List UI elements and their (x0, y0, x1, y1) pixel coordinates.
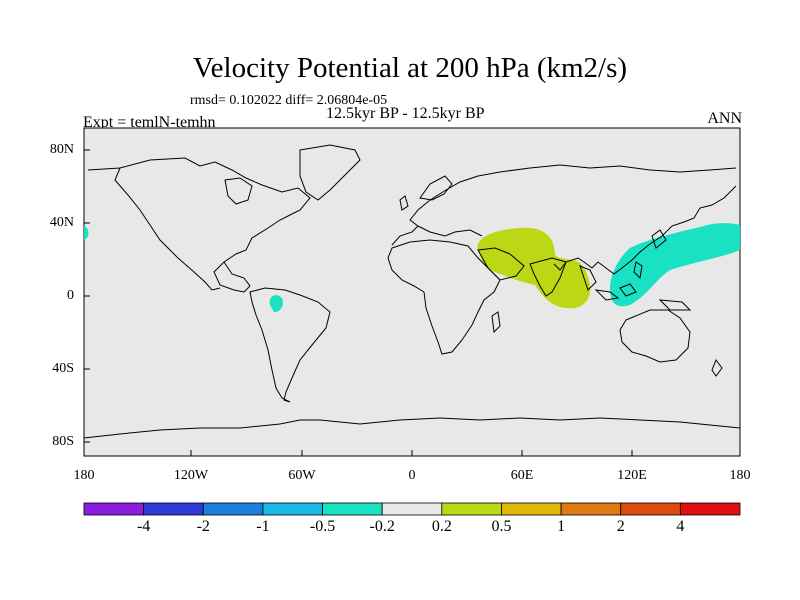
colorbar-swatch (202, 502, 264, 516)
experiment-label: Expt = temlN-temhn (83, 114, 216, 131)
colorbar-swatch (262, 502, 323, 516)
lat-label-40s: 40S (52, 361, 74, 376)
colorbar-label: 0.5 (491, 518, 512, 535)
colorbar (83, 502, 741, 516)
colorbar-label: -2 (196, 518, 210, 535)
lon-label-120w: 120W (173, 468, 209, 483)
colorbar-swatch (679, 502, 741, 516)
lon-label-60w: 60W (288, 468, 316, 483)
colorbar-swatch (560, 502, 622, 516)
colorbar-swatch (501, 502, 562, 516)
colorbar-swatch (83, 502, 145, 516)
stats-line: rmsd= 0.102022 diff= 2.06804e-05 (190, 93, 388, 108)
map-title: Velocity Potential at 200 hPa (km2/s) (192, 52, 628, 84)
colorbar-label: -0.2 (369, 518, 395, 535)
colorbar-label: 1 (557, 518, 566, 535)
colorbar-swatch (322, 502, 383, 516)
lon-label-180e: 180 (729, 468, 751, 483)
lon-label-60e: 60E (510, 468, 534, 483)
negative-anomaly-west-pacific (610, 223, 740, 307)
colorbar-label: -1 (256, 518, 270, 535)
colorbar-swatch (381, 502, 443, 516)
colorbar-label: 2 (616, 518, 625, 535)
map-subtitle: 12.5kyr BP - 12.5kyr BP (326, 105, 485, 122)
negative-anomaly-south-america (269, 295, 283, 313)
season-label: ANN (707, 110, 742, 127)
colorbar-swatch (143, 502, 204, 516)
lat-label-80s: 80S (52, 434, 74, 449)
positive-anomaly-arabian-sea (477, 227, 591, 309)
colorbar-swatch (441, 502, 502, 516)
lon-label-120e: 120E (617, 468, 647, 483)
colorbar-label: -0.5 (309, 518, 336, 535)
colorbar-label: -4 (136, 518, 151, 535)
negative-anomaly-dateline-edge (84, 226, 89, 240)
coastlines (83, 144, 741, 439)
lat-label-40n: 40N (49, 215, 74, 230)
lon-label-0: 0 (408, 468, 416, 483)
colorbar-label: 0.2 (431, 518, 452, 535)
axis-ticks (84, 149, 633, 456)
colorbar-label: 4 (676, 518, 685, 535)
lat-label-80n: 80N (49, 142, 74, 157)
lat-label-0: 0 (67, 288, 74, 303)
lon-label-180w: 180 (73, 468, 95, 483)
colorbar-swatch (620, 502, 681, 516)
